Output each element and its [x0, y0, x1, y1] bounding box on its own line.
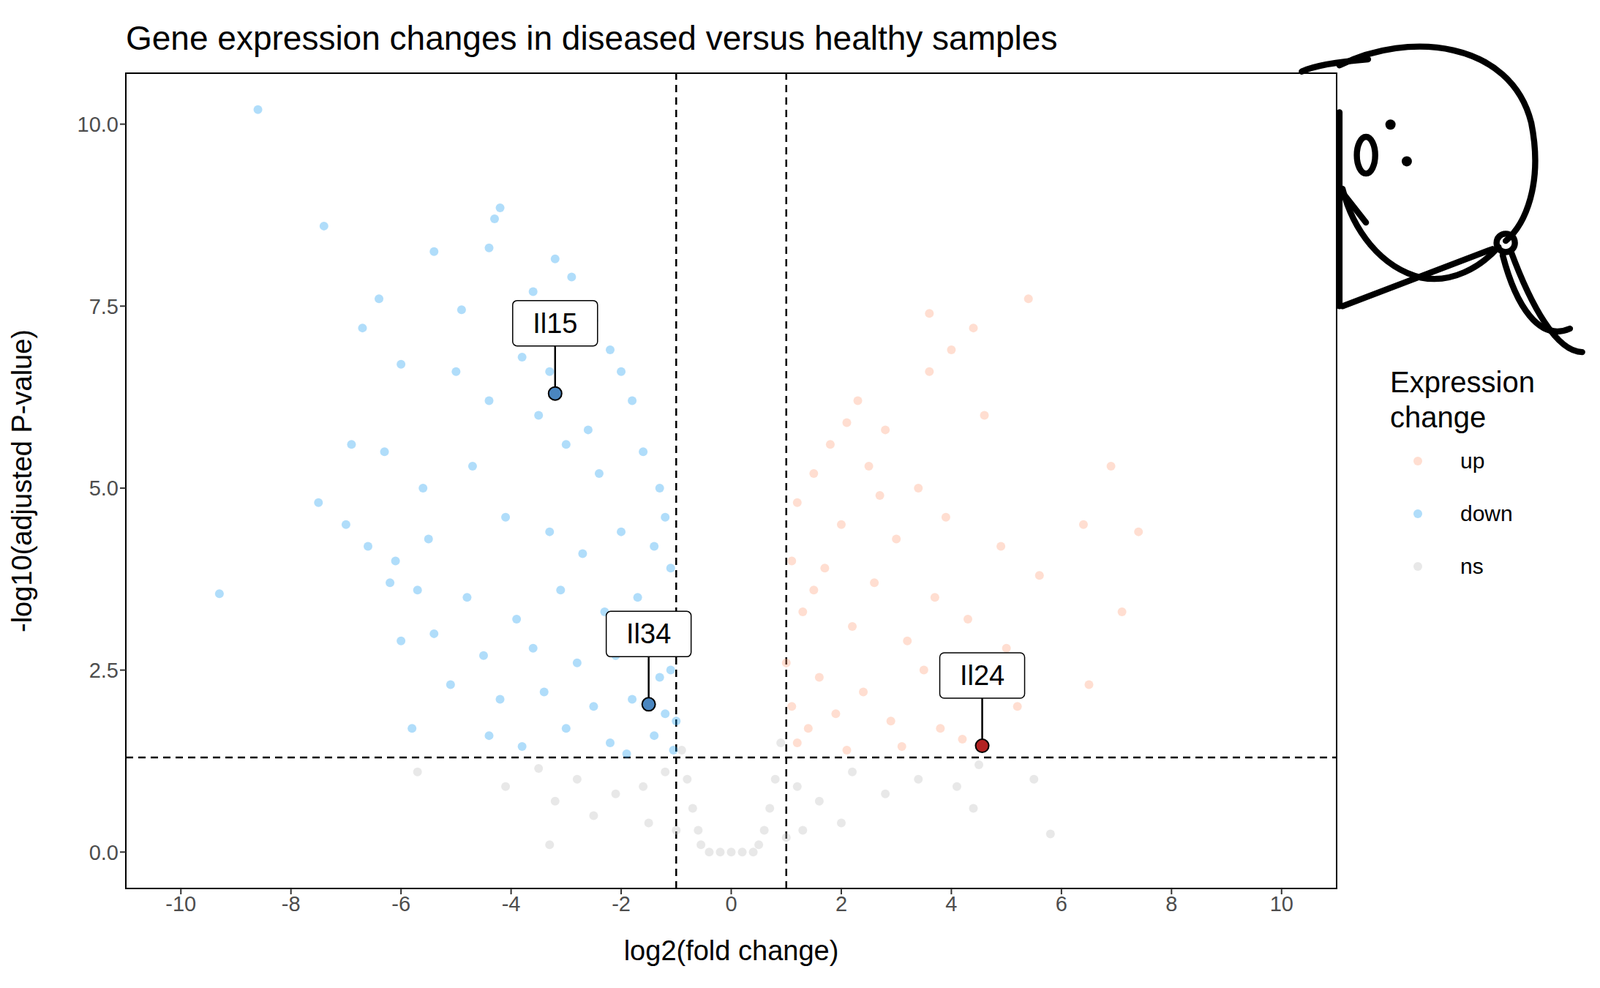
svg-text:5.0: 5.0 — [89, 476, 119, 500]
svg-text:6: 6 — [1055, 891, 1068, 916]
svg-text:Il15: Il15 — [532, 308, 578, 339]
html-text:up: up — [1460, 448, 1485, 473]
svg-text:7.5: 7.5 — [89, 294, 119, 319]
svg-text:Il34: Il34 — [626, 618, 671, 649]
svg-text:-4: -4 — [501, 891, 521, 916]
svg-text:-2: -2 — [611, 891, 631, 916]
svg-text:2: 2 — [835, 891, 848, 916]
svg-text:-6: -6 — [391, 891, 411, 916]
html-text:Gene expression changes in dis: Gene expression changes in diseased vers… — [125, 19, 1058, 58]
svg-text:0.0: 0.0 — [89, 840, 119, 865]
svg-text:-10: -10 — [165, 891, 197, 916]
svg-text:10.0: 10.0 — [77, 112, 119, 137]
svg-text:10: 10 — [1270, 891, 1294, 916]
html-text:down: down — [1460, 501, 1513, 526]
svg-text:-log10(adjusted P-value): -log10(adjusted P-value) — [6, 329, 38, 633]
svg-text:Il24: Il24 — [959, 659, 1005, 691]
svg-text:-8: -8 — [281, 891, 301, 916]
svg-text:0: 0 — [725, 891, 737, 916]
svg-text:2.5: 2.5 — [89, 658, 119, 682]
svg-text:log2(fold change): log2(fold change) — [624, 934, 840, 966]
html-text:ns: ns — [1460, 553, 1484, 578]
html-text:Expression change: Expression change — [1390, 365, 1535, 434]
svg-text:4: 4 — [945, 891, 957, 916]
svg-text:8: 8 — [1165, 891, 1178, 916]
